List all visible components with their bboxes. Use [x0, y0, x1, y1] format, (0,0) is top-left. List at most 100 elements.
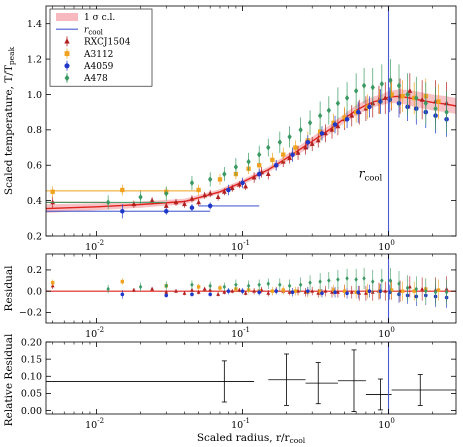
data-point [307, 119, 313, 126]
x-tick-label: 10-1 [231, 326, 250, 340]
residual-point [257, 282, 261, 288]
data-point [246, 158, 251, 165]
residual-point [349, 289, 354, 294]
residual-point [354, 277, 358, 282]
residual-point [226, 289, 231, 293]
residual-point [196, 289, 201, 294]
residual-point [138, 284, 143, 290]
data-point [243, 183, 249, 189]
legend-label-band: 1 σ c.l. [84, 13, 115, 23]
y-tick-label: 0.4 [27, 196, 42, 207]
data-point [388, 77, 393, 84]
data-point [164, 190, 169, 197]
residual-point [120, 292, 125, 297]
residual-point [243, 290, 248, 295]
residual-point [257, 290, 261, 295]
main-x-ticks: 10-2 10-1 100 [52, 6, 433, 253]
legend-swatch-a3112 [64, 48, 70, 59]
data-point [131, 201, 137, 207]
residual-point [281, 288, 285, 292]
y-tick-label: 1.4 [27, 19, 42, 30]
x-tick-exp: -2 [97, 239, 104, 247]
residual-point [190, 292, 194, 297]
residual-point [308, 280, 312, 286]
relative-y-ticks: 0.00 0.05 0.10 0.15 0.20 [21, 337, 456, 417]
data-point [189, 195, 195, 201]
data-point [189, 205, 195, 210]
data-point [389, 92, 394, 97]
legend-swatch-a4059 [64, 60, 70, 71]
series-a4059 [120, 87, 449, 219]
data-point [257, 151, 262, 158]
legend: 1 σ c.l. rcool RXCJ1504 A3112 A4059 A478 [49, 8, 153, 87]
residual-point [323, 288, 328, 293]
data-point [370, 84, 375, 91]
x-tick-label: 10-2 [85, 239, 104, 253]
band-area [46, 89, 456, 213]
data-point [298, 126, 303, 133]
x-tick-label: 100 [378, 239, 395, 253]
residual-point [290, 290, 295, 295]
legend-swatch-band [56, 13, 78, 21]
data-point [182, 201, 187, 207]
y-tick-label: 0.2 [27, 265, 42, 276]
data-point [293, 145, 298, 150]
residual-point [150, 286, 155, 291]
main-y-axis-title-text: Scaled temperature, T/T [3, 65, 15, 195]
data-point [309, 141, 315, 146]
data-point [423, 100, 428, 107]
x-tick-base: 10 [378, 242, 390, 253]
legend-swatch-rxcj1504 [64, 36, 70, 47]
data-point [335, 123, 341, 129]
data-point [273, 162, 279, 168]
data-point [221, 188, 227, 194]
data-point [344, 94, 350, 102]
residual-point [237, 287, 242, 292]
data-point [326, 107, 331, 114]
data-point [361, 82, 367, 89]
data-point [50, 199, 56, 205]
residual-point [336, 277, 340, 282]
residual-point [164, 293, 169, 298]
data-point [290, 152, 295, 157]
data-point [202, 192, 208, 198]
data-point [305, 139, 311, 145]
x-tick-base: 10 [85, 420, 97, 431]
residual-point [331, 288, 336, 292]
residual-point [222, 284, 227, 290]
data-point [433, 105, 438, 112]
data-point [414, 94, 419, 102]
data-point [332, 122, 338, 127]
model-curve [45, 95, 457, 210]
data-point [436, 99, 441, 104]
residual-point [234, 282, 238, 288]
legend-marker [64, 63, 70, 69]
residual-point [420, 286, 425, 291]
residual-point [397, 281, 401, 287]
main-panel: 10-2 10-1 100 0.20.40.60.81.01.21.4 Scaled… [3, 5, 457, 253]
rcool-annotation: rcool [359, 167, 383, 184]
data-point [319, 131, 325, 136]
legend-marker [64, 51, 70, 57]
data-point [407, 88, 413, 93]
rcool-annotation-sub: cool [365, 174, 383, 184]
legend-label-a4059: A4059 [83, 62, 114, 72]
data-point [315, 137, 321, 143]
model-line [45, 95, 457, 210]
residual-point [356, 290, 361, 295]
residual-point [389, 288, 394, 292]
main-plot-frame [45, 5, 457, 237]
x-tick-exp: -1 [243, 326, 250, 334]
data-point [257, 163, 262, 168]
x-tick-base: 10 [378, 420, 390, 431]
data-point [303, 144, 308, 150]
data-point [367, 104, 372, 110]
residual-point [208, 283, 212, 289]
legend-marker [64, 38, 70, 44]
residual-point [364, 290, 368, 295]
residual-point [222, 289, 227, 294]
residual-point [190, 287, 194, 292]
confidence-band [46, 89, 456, 213]
residual-point [405, 285, 410, 291]
y-tick-label: 0.2 [27, 231, 42, 242]
